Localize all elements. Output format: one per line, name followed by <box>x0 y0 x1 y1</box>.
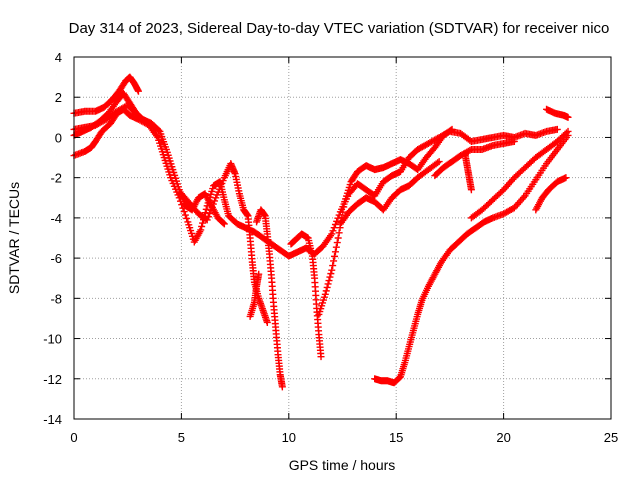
series-trace-6 <box>253 206 286 391</box>
data-point <box>208 203 216 211</box>
data-point <box>331 252 339 260</box>
chart-title: Day 314 of 2023, Sidereal Day-to-day VTE… <box>69 20 610 37</box>
data-point <box>510 137 518 145</box>
data-point <box>333 217 341 225</box>
series-trace-4 <box>70 101 138 133</box>
data-point <box>339 208 347 216</box>
data-point <box>335 229 343 237</box>
data-point <box>564 127 572 135</box>
series-trace-16 <box>543 105 572 121</box>
data-point <box>181 211 189 219</box>
data-point <box>330 257 338 265</box>
data-point <box>209 200 217 208</box>
data-point <box>199 219 207 227</box>
x-tick-label: 5 <box>178 430 185 445</box>
y-tick-label: 0 <box>55 130 62 145</box>
data-point <box>333 239 341 247</box>
data-point <box>562 174 570 182</box>
data-point <box>448 125 456 133</box>
data-point <box>447 126 455 134</box>
data-point <box>155 126 163 134</box>
data-point <box>198 223 206 231</box>
data-point <box>263 318 271 326</box>
y-tick-label: -6 <box>50 251 62 266</box>
grid-lines <box>74 57 611 419</box>
data-point <box>467 186 475 194</box>
data-point <box>435 158 443 166</box>
plot-border <box>73 56 612 420</box>
x-tick-label: 25 <box>604 430 618 445</box>
data-point <box>334 234 342 242</box>
data-points <box>70 73 572 391</box>
data-point <box>466 146 474 154</box>
data-point <box>134 87 142 95</box>
series-trace-9 <box>315 125 456 318</box>
data-point <box>219 219 227 227</box>
y-tick-label: -8 <box>50 291 62 306</box>
y-tick-label: -4 <box>50 211 62 226</box>
series-trace-8 <box>287 230 325 361</box>
data-point <box>325 277 333 285</box>
y-axis-label: SDTVAR / TECUs <box>6 182 22 294</box>
data-point <box>317 353 325 361</box>
y-tick-label: -2 <box>50 171 62 186</box>
series-trace-3 <box>70 73 142 117</box>
data-point <box>206 210 214 218</box>
data-point <box>332 243 340 251</box>
data-point <box>207 206 215 214</box>
data-point <box>180 208 188 216</box>
data-point <box>321 290 329 298</box>
x-tick-label: 15 <box>389 430 403 445</box>
data-point <box>255 270 263 278</box>
series-trace-1 <box>70 105 561 260</box>
y-tick-label: -10 <box>43 332 62 347</box>
data-point <box>130 107 138 115</box>
data-point <box>197 226 205 234</box>
series-trace-14 <box>461 150 475 194</box>
series-trace-10 <box>336 158 443 228</box>
data-point <box>329 227 337 235</box>
data-point <box>326 273 334 281</box>
series-trace-5 <box>177 160 271 326</box>
data-point <box>328 266 336 274</box>
data-point <box>334 214 342 222</box>
data-point <box>129 106 137 114</box>
data-point <box>204 213 212 221</box>
data-point <box>322 287 330 295</box>
y-tick-label: 4 <box>55 50 62 65</box>
x-axis-label: GPS time / hours <box>289 457 396 473</box>
data-point <box>329 262 337 270</box>
y-tick-label: -14 <box>43 412 62 427</box>
y-tick-label: -12 <box>43 372 62 387</box>
series-trace-7 <box>246 270 263 320</box>
data-point <box>563 129 571 137</box>
data-point <box>434 159 442 167</box>
data-point <box>498 187 506 195</box>
x-tick-label: 20 <box>496 430 510 445</box>
data-point <box>340 203 348 211</box>
data-point <box>327 270 335 278</box>
data-point <box>553 125 561 133</box>
data-point <box>331 248 339 256</box>
data-point <box>211 197 219 205</box>
data-point <box>324 280 332 288</box>
data-point <box>564 113 572 121</box>
data-point <box>202 205 210 213</box>
series-trace-11 <box>371 131 572 387</box>
x-tick-label: 0 <box>70 430 77 445</box>
x-tick-label: 10 <box>282 430 296 445</box>
data-point <box>323 283 331 291</box>
data-point <box>328 230 336 238</box>
data-point <box>278 383 286 391</box>
data-point <box>183 214 191 222</box>
y-tick-label: 2 <box>55 90 62 105</box>
series-trace-12 <box>467 127 572 222</box>
series-trace-15 <box>532 174 570 214</box>
data-point <box>220 220 228 228</box>
data-point <box>203 216 211 224</box>
